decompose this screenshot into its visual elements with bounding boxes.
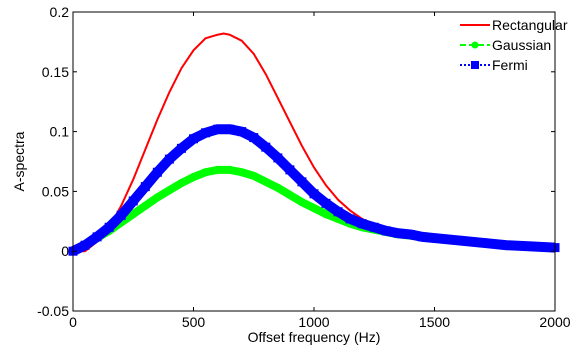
gaussian-point: [237, 168, 246, 177]
fermi-point: [152, 167, 162, 177]
legend-label-fermi: Fermi: [492, 57, 528, 73]
y-tick-label: 0: [61, 243, 69, 259]
y-tick-label: 0.2: [50, 4, 70, 20]
fermi-point: [381, 226, 391, 236]
x-tick-label: 1000: [298, 314, 329, 330]
fermi-point: [345, 214, 355, 224]
x-tick-label: 2000: [539, 314, 570, 330]
x-axis-label: Offset frequency (Hz): [248, 329, 381, 345]
fermi-point: [321, 198, 331, 208]
fermi-point: [140, 182, 150, 192]
fermi-point: [116, 210, 126, 220]
gaussian-point: [201, 168, 210, 177]
fermi-point: [176, 143, 186, 153]
fermi-point: [273, 153, 283, 163]
fermi-point: [430, 233, 439, 243]
fermi-point: [213, 124, 223, 134]
fermi-point: [92, 232, 102, 242]
fermi-point: [201, 128, 211, 138]
fermi-point: [478, 238, 488, 248]
y-tick-label: 0.1: [50, 124, 70, 140]
legend-label-gaussian: Gaussian: [492, 37, 551, 53]
gaussian-point: [297, 198, 306, 207]
fermi-point: [164, 154, 174, 164]
gaussian-point: [129, 210, 138, 219]
fermi-point: [369, 222, 379, 232]
gaussian-point: [153, 193, 162, 202]
x-tick-label: 0: [69, 314, 77, 330]
fermi-point: [309, 189, 319, 199]
legend-marker-gaussian: [471, 41, 479, 49]
fermi-point: [502, 240, 512, 250]
fermi-point: [128, 196, 138, 206]
fermi-point: [333, 207, 343, 217]
x-tick-label: 1500: [419, 314, 450, 330]
fermi-point: [417, 232, 427, 242]
y-tick-label: -0.05: [37, 303, 69, 319]
y-axis-label: A-spectra: [11, 131, 27, 191]
fermi-point: [249, 133, 259, 143]
fermi-point: [405, 229, 415, 239]
fermi-point: [104, 222, 114, 232]
fermi-point: [454, 235, 464, 245]
legend: Rectangular Gaussian Fermi: [460, 17, 568, 73]
fermi-point: [225, 124, 235, 134]
legend-marker-fermi: [471, 61, 479, 69]
gaussian-point: [213, 165, 222, 174]
fermi-point: [285, 165, 295, 175]
gaussian-point: [249, 171, 258, 180]
y-tick-label: 0.05: [42, 183, 69, 199]
gaussian-point: [261, 177, 270, 186]
fermi-point: [80, 240, 90, 250]
y-tick-label: 0.15: [42, 64, 69, 80]
gaussian-point: [189, 173, 198, 182]
series-layer: [68, 32, 560, 256]
fermi-point: [357, 219, 367, 229]
fermi-point: [297, 177, 307, 187]
legend-label-rectangular: Rectangular: [492, 17, 568, 33]
gaussian-point: [165, 186, 174, 195]
gaussian-point: [177, 179, 186, 188]
fermi-point: [237, 127, 247, 137]
fermi-point: [526, 241, 536, 251]
fermi-point: [393, 228, 403, 238]
gaussian-point: [310, 204, 318, 213]
fermi-point: [261, 142, 271, 152]
fermi-point: [189, 134, 198, 144]
gaussian-point: [141, 201, 150, 210]
x-tick-label: 500: [182, 314, 206, 330]
gaussian-point: [322, 210, 331, 219]
gaussian-point: [225, 165, 234, 174]
gaussian-point: [273, 183, 282, 192]
gaussian-point: [285, 190, 294, 199]
